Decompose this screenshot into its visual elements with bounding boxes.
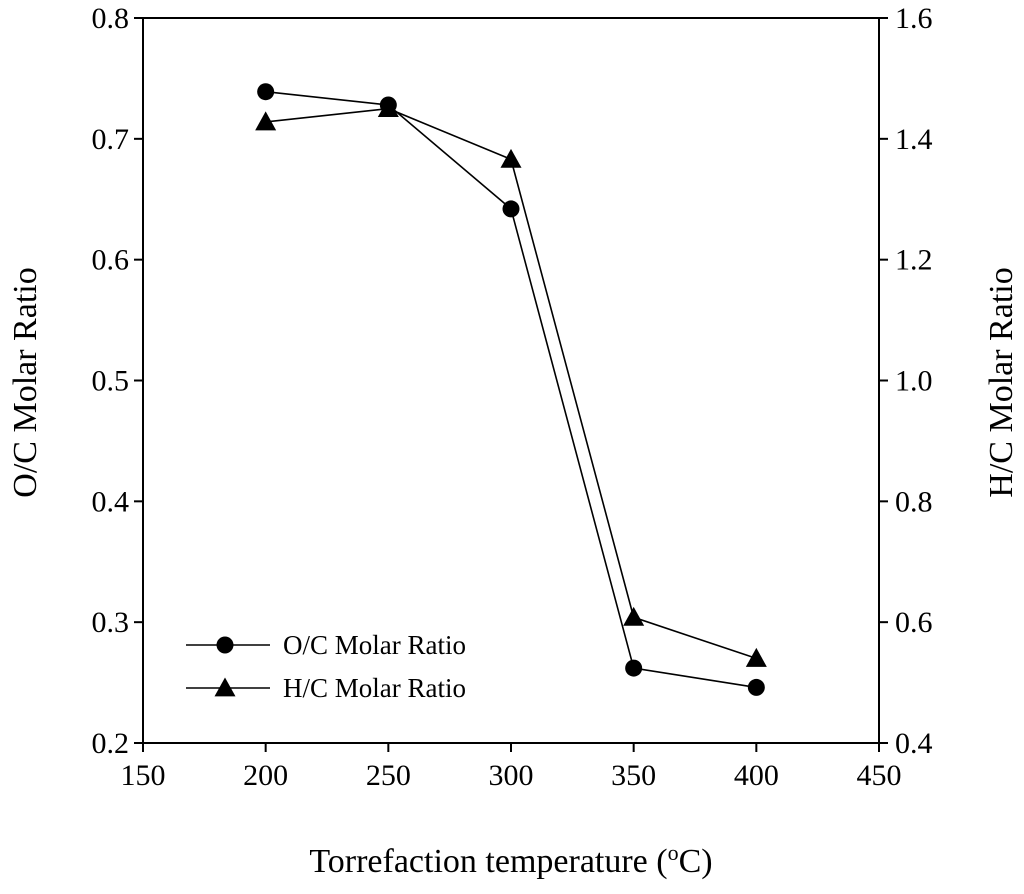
hc-data-point (377, 98, 399, 118)
x-tick-label: 400 (734, 759, 779, 792)
x-tick-label: 350 (611, 759, 656, 792)
hc-data-point (623, 606, 645, 626)
y-right-tick-label: 1.4 (895, 123, 933, 156)
hc-data-point (255, 111, 277, 131)
y-left-tick-label: 0.4 (92, 485, 130, 518)
y-left-tick-label: 0.8 (92, 2, 130, 35)
x-tick-label: 150 (121, 759, 166, 792)
oc-data-point (502, 200, 520, 218)
series-markers (255, 83, 767, 696)
hc-data-point (745, 647, 767, 667)
oc-series-line (265, 90, 757, 689)
x-tick-label: 250 (366, 759, 411, 792)
x-axis-title: Torrefaction temperature (oC) (309, 840, 712, 880)
y-right-tick-label: 0.8 (895, 485, 933, 518)
y-left-tick-label: 0.2 (92, 727, 130, 760)
y-left-tick-label: 0.5 (92, 365, 130, 398)
x-tick-label: 450 (857, 759, 902, 792)
axis-ticks (134, 17, 888, 752)
y-right-tick-label: 0.6 (895, 606, 933, 639)
x-tick-label: 200 (243, 759, 288, 792)
oc-data-point (257, 83, 275, 101)
x-tick-label: 300 (489, 759, 534, 792)
y-left-tick-label: 0.7 (92, 123, 130, 156)
axis-tick-labels: 150 200 250 300 350 400 450 0.2 0.3 0.4 0.5 0.6 0.7 0… (92, 2, 933, 792)
legend: O/C Molar Ratio H/C Molar Ratio (186, 630, 466, 703)
y-right-tick-label: 1.0 (895, 365, 933, 398)
oc-data-point (625, 659, 643, 677)
y-right-tick-label: 0.4 (895, 727, 933, 760)
y-right-tick-label: 1.2 (895, 244, 933, 277)
legend-hc-marker (214, 677, 236, 697)
y-left-tick-label: 0.3 (92, 606, 130, 639)
legend-oc-label: O/C Molar Ratio (283, 630, 466, 660)
y-right-tick-label: 1.6 (895, 2, 933, 35)
hc-series-line (265, 107, 757, 660)
legend-hc-label: H/C Molar Ratio (283, 673, 466, 703)
y-left-tick-label: 0.6 (92, 244, 130, 277)
oc-data-point (747, 678, 765, 696)
series-lines (265, 90, 757, 689)
plot-area (142, 17, 880, 744)
y-left-axis-title: O/C Molar Ratio (7, 267, 44, 497)
hc-data-point (500, 148, 522, 168)
legend-oc-marker (216, 636, 234, 654)
y-right-axis-title: H/C Molar Ratio (983, 267, 1020, 497)
